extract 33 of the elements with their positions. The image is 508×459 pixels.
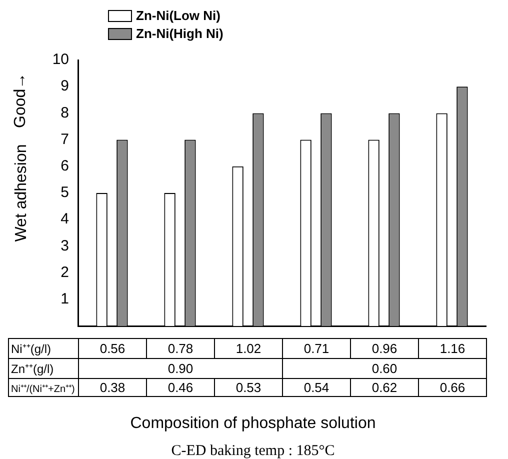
x-tick-label: 0.96 xyxy=(350,338,418,358)
text: 0.53 xyxy=(214,378,282,396)
x-tick-label: 0.78 xyxy=(146,338,214,358)
text: 0.66 xyxy=(418,378,486,396)
y-tick-label: 6 xyxy=(60,158,69,175)
x-tick-label: 1.02 xyxy=(214,338,282,358)
text: Ni⁺⁺(g/l) xyxy=(8,338,78,358)
text: 0.60 xyxy=(282,358,486,378)
y-tick-label: 7 xyxy=(60,130,69,148)
y-tick-label: 8 xyxy=(60,104,69,122)
y-tick-label: 3 xyxy=(60,237,69,254)
x-tick-label: 1.16 xyxy=(418,338,486,358)
text: Good→ xyxy=(12,72,30,128)
y-tick-label: 4 xyxy=(60,210,69,228)
legend-label: Zn-Ni(High Ni) xyxy=(136,26,224,41)
x-tick-label: 0.56 xyxy=(78,338,146,358)
text: Zn⁺⁺(g/l) xyxy=(8,358,78,378)
y-axis-title: Wet adhesion xyxy=(13,144,30,242)
text: 0.90 xyxy=(78,358,282,378)
x-tick-label: 0.71 xyxy=(282,338,350,358)
y-tick-label: 10 xyxy=(52,51,69,68)
y-tick-label: 1 xyxy=(60,290,69,308)
y-tick-label: 5 xyxy=(60,184,69,202)
text: 0.46 xyxy=(146,378,214,396)
text: C-ED baking temp : 185°C xyxy=(170,443,336,459)
y-tick-label: 9 xyxy=(60,78,69,95)
text: Ni⁺⁺/(Ni⁺⁺+Zn⁺⁺) xyxy=(8,378,78,396)
x-axis-title: Composition of phosphate solution xyxy=(129,415,377,433)
y-tick-label: 2 xyxy=(60,264,69,281)
text: 0.62 xyxy=(350,378,418,396)
text: 0.54 xyxy=(282,378,350,396)
text: Zn-Ni(Low Ni) xyxy=(136,8,220,23)
text: 0.38 xyxy=(78,378,146,396)
